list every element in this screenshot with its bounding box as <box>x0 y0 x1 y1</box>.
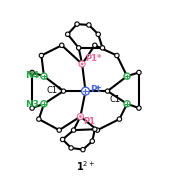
Circle shape <box>65 32 70 36</box>
Circle shape <box>115 53 119 58</box>
Circle shape <box>77 114 83 120</box>
Circle shape <box>61 89 66 93</box>
Circle shape <box>82 87 89 95</box>
Circle shape <box>100 46 105 50</box>
Circle shape <box>37 117 41 121</box>
Circle shape <box>90 139 95 143</box>
Circle shape <box>60 43 64 47</box>
Circle shape <box>124 73 130 79</box>
Text: Pt: Pt <box>90 85 101 94</box>
Circle shape <box>81 63 83 65</box>
Text: N3: N3 <box>25 100 39 109</box>
Circle shape <box>39 53 44 58</box>
Circle shape <box>117 117 122 121</box>
Text: P1: P1 <box>83 117 95 126</box>
Circle shape <box>75 22 79 26</box>
Circle shape <box>87 23 91 27</box>
Text: $\mathbf{1}^{2+}$: $\mathbf{1}^{2+}$ <box>76 160 95 173</box>
Circle shape <box>137 106 141 110</box>
Circle shape <box>76 46 81 50</box>
Circle shape <box>57 128 61 132</box>
Circle shape <box>79 115 82 118</box>
Circle shape <box>41 101 47 107</box>
Circle shape <box>41 73 47 79</box>
Circle shape <box>60 137 65 142</box>
Circle shape <box>137 70 141 75</box>
Circle shape <box>81 147 85 152</box>
Circle shape <box>93 43 97 47</box>
Circle shape <box>95 128 100 132</box>
Circle shape <box>30 70 34 75</box>
Circle shape <box>93 127 97 132</box>
Circle shape <box>105 89 110 93</box>
Circle shape <box>96 32 100 36</box>
Text: P1*: P1* <box>86 54 102 63</box>
Circle shape <box>30 106 34 110</box>
Text: C1: C1 <box>110 95 121 104</box>
Circle shape <box>124 101 130 107</box>
Text: N4: N4 <box>25 71 39 80</box>
Text: C1*: C1* <box>46 86 62 95</box>
Circle shape <box>69 146 73 150</box>
Circle shape <box>79 61 85 67</box>
Circle shape <box>71 128 76 132</box>
